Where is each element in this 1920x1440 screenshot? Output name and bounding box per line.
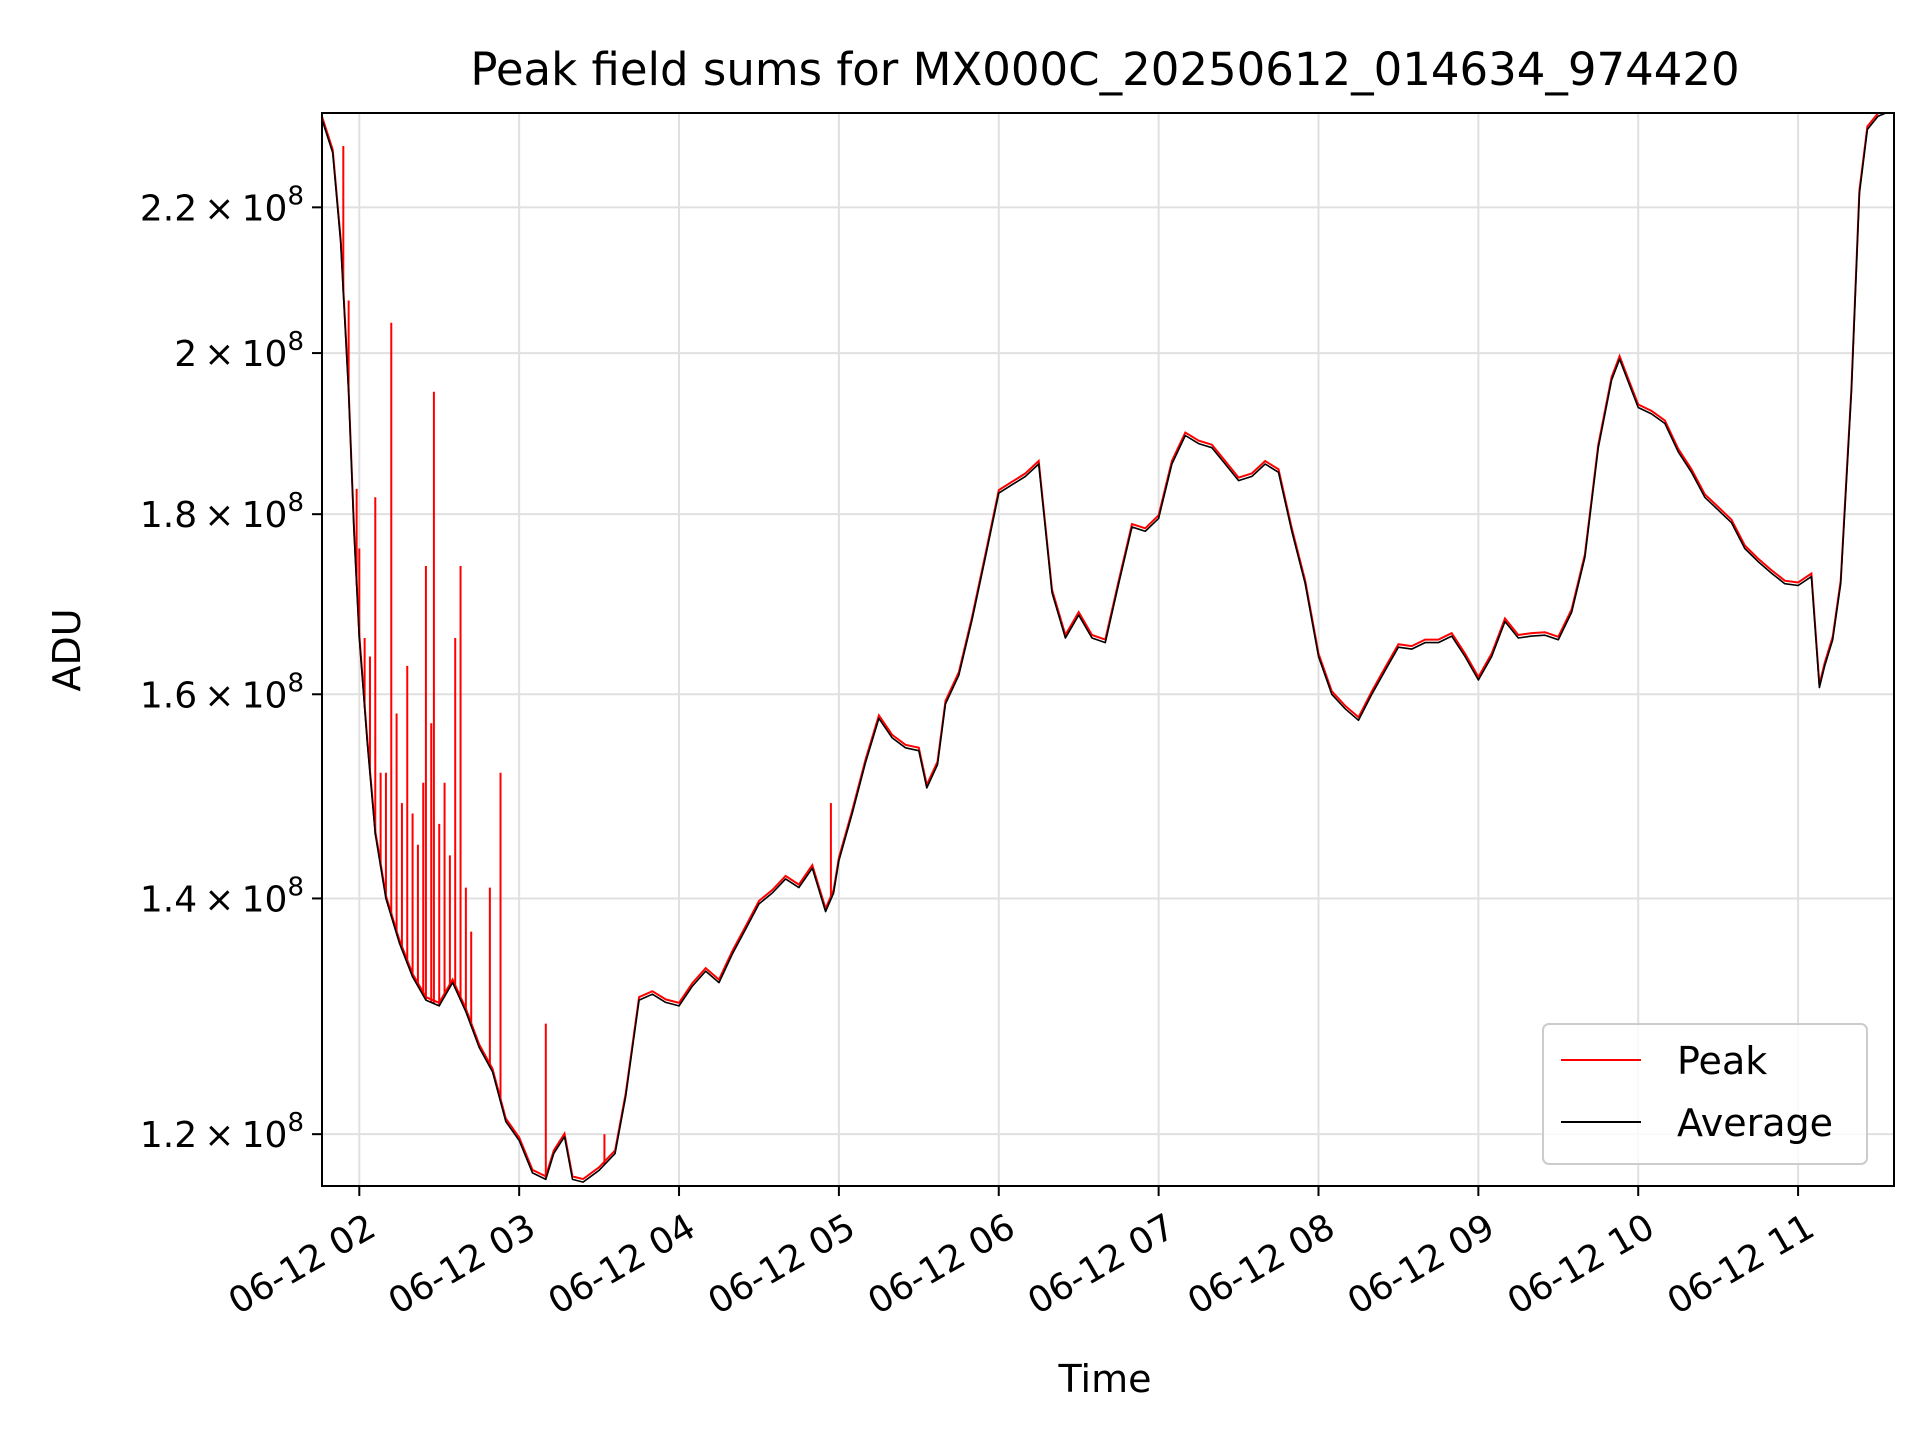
plot-area bbox=[322, 113, 1889, 1183]
y-tick-label: 1.2 × 108 bbox=[140, 1108, 304, 1156]
y-tick-label: 2 × 108 bbox=[174, 327, 304, 375]
x-axis-label: Time bbox=[1058, 1357, 1152, 1401]
y-axis-label: ADU bbox=[45, 608, 89, 691]
y-axis: 1.2 × 108 1.4 × 108 1.6 × 108 1.8 × 108 2 × … bbox=[140, 181, 322, 1156]
legend-peak-label: Peak bbox=[1677, 1039, 1767, 1083]
peak-line bbox=[322, 113, 1882, 1181]
axes-frame bbox=[321, 112, 1895, 1187]
legend-average-label: Average bbox=[1677, 1101, 1833, 1145]
average-line bbox=[322, 113, 1889, 1183]
y-tick-label: 1.4 × 108 bbox=[140, 872, 304, 920]
average-series bbox=[322, 113, 1889, 1183]
chart-title: Peak field sums for MX000C_20250612_0146… bbox=[470, 43, 1739, 96]
y-tick-label: 2.2 × 108 bbox=[140, 181, 304, 229]
peak-series bbox=[322, 113, 1882, 1181]
y-tick-label: 1.8 × 108 bbox=[140, 488, 304, 536]
legend: Peak Average bbox=[1542, 1023, 1868, 1165]
y-tick-label: 1.6 × 108 bbox=[140, 668, 304, 716]
